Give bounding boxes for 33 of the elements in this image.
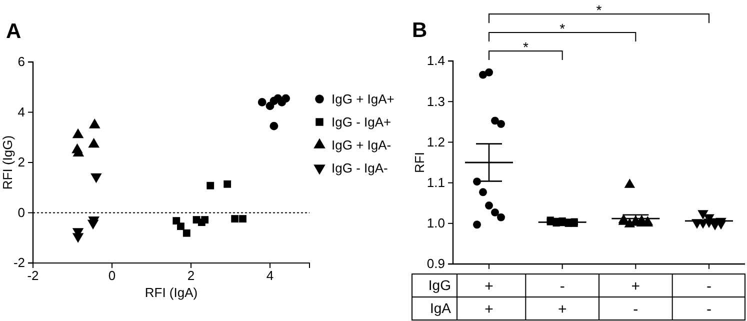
x-tick-label: 0 (108, 268, 116, 284)
text: * (596, 2, 602, 18)
chart-title: A (6, 20, 22, 43)
x-tick-label: 4 (266, 268, 274, 284)
x-tick-label: - - (706, 278, 712, 318)
y-tick-label: -2 (13, 255, 25, 270)
text: * (560, 20, 566, 36)
chart-title: B (412, 19, 428, 42)
legend-label: IgG + IgA+ (332, 92, 394, 106)
legend-label: IgG + IgA- (332, 138, 392, 152)
x-tick-label: + - (631, 278, 640, 318)
y-tick-label: 0.9 (426, 256, 445, 272)
y-axis-title: RFI (412, 152, 427, 173)
x-tick-label: + + (484, 278, 494, 318)
x-tick-label: -2 (27, 268, 39, 284)
text: IgG (428, 277, 451, 293)
x-tick-label: - + (558, 278, 567, 318)
x-tick-label: 2 (187, 268, 195, 284)
y-tick-label: 6 (18, 54, 25, 70)
text: * (522, 39, 529, 55)
y-tick-label: 4 (18, 104, 25, 120)
y-tick-label: 1.4 (426, 53, 445, 68)
legend-label: IgG - IgA- (332, 160, 388, 176)
x-axis-title: RFI (IgA) (144, 285, 198, 300)
y-tick-label: 2 (18, 154, 25, 170)
y-tick-label: 1.1 (426, 174, 445, 190)
y-tick-label: 0 (18, 204, 25, 220)
y-axis-title: RFI (IgG) (0, 135, 15, 190)
y-tick-label: 1.2 (426, 134, 445, 150)
text: IgA (430, 300, 452, 316)
legend-label: IgG - IgA+ (332, 114, 392, 130)
y-tick-label: 1.3 (426, 94, 445, 109)
y-tick-label: 1.0 (426, 216, 445, 231)
